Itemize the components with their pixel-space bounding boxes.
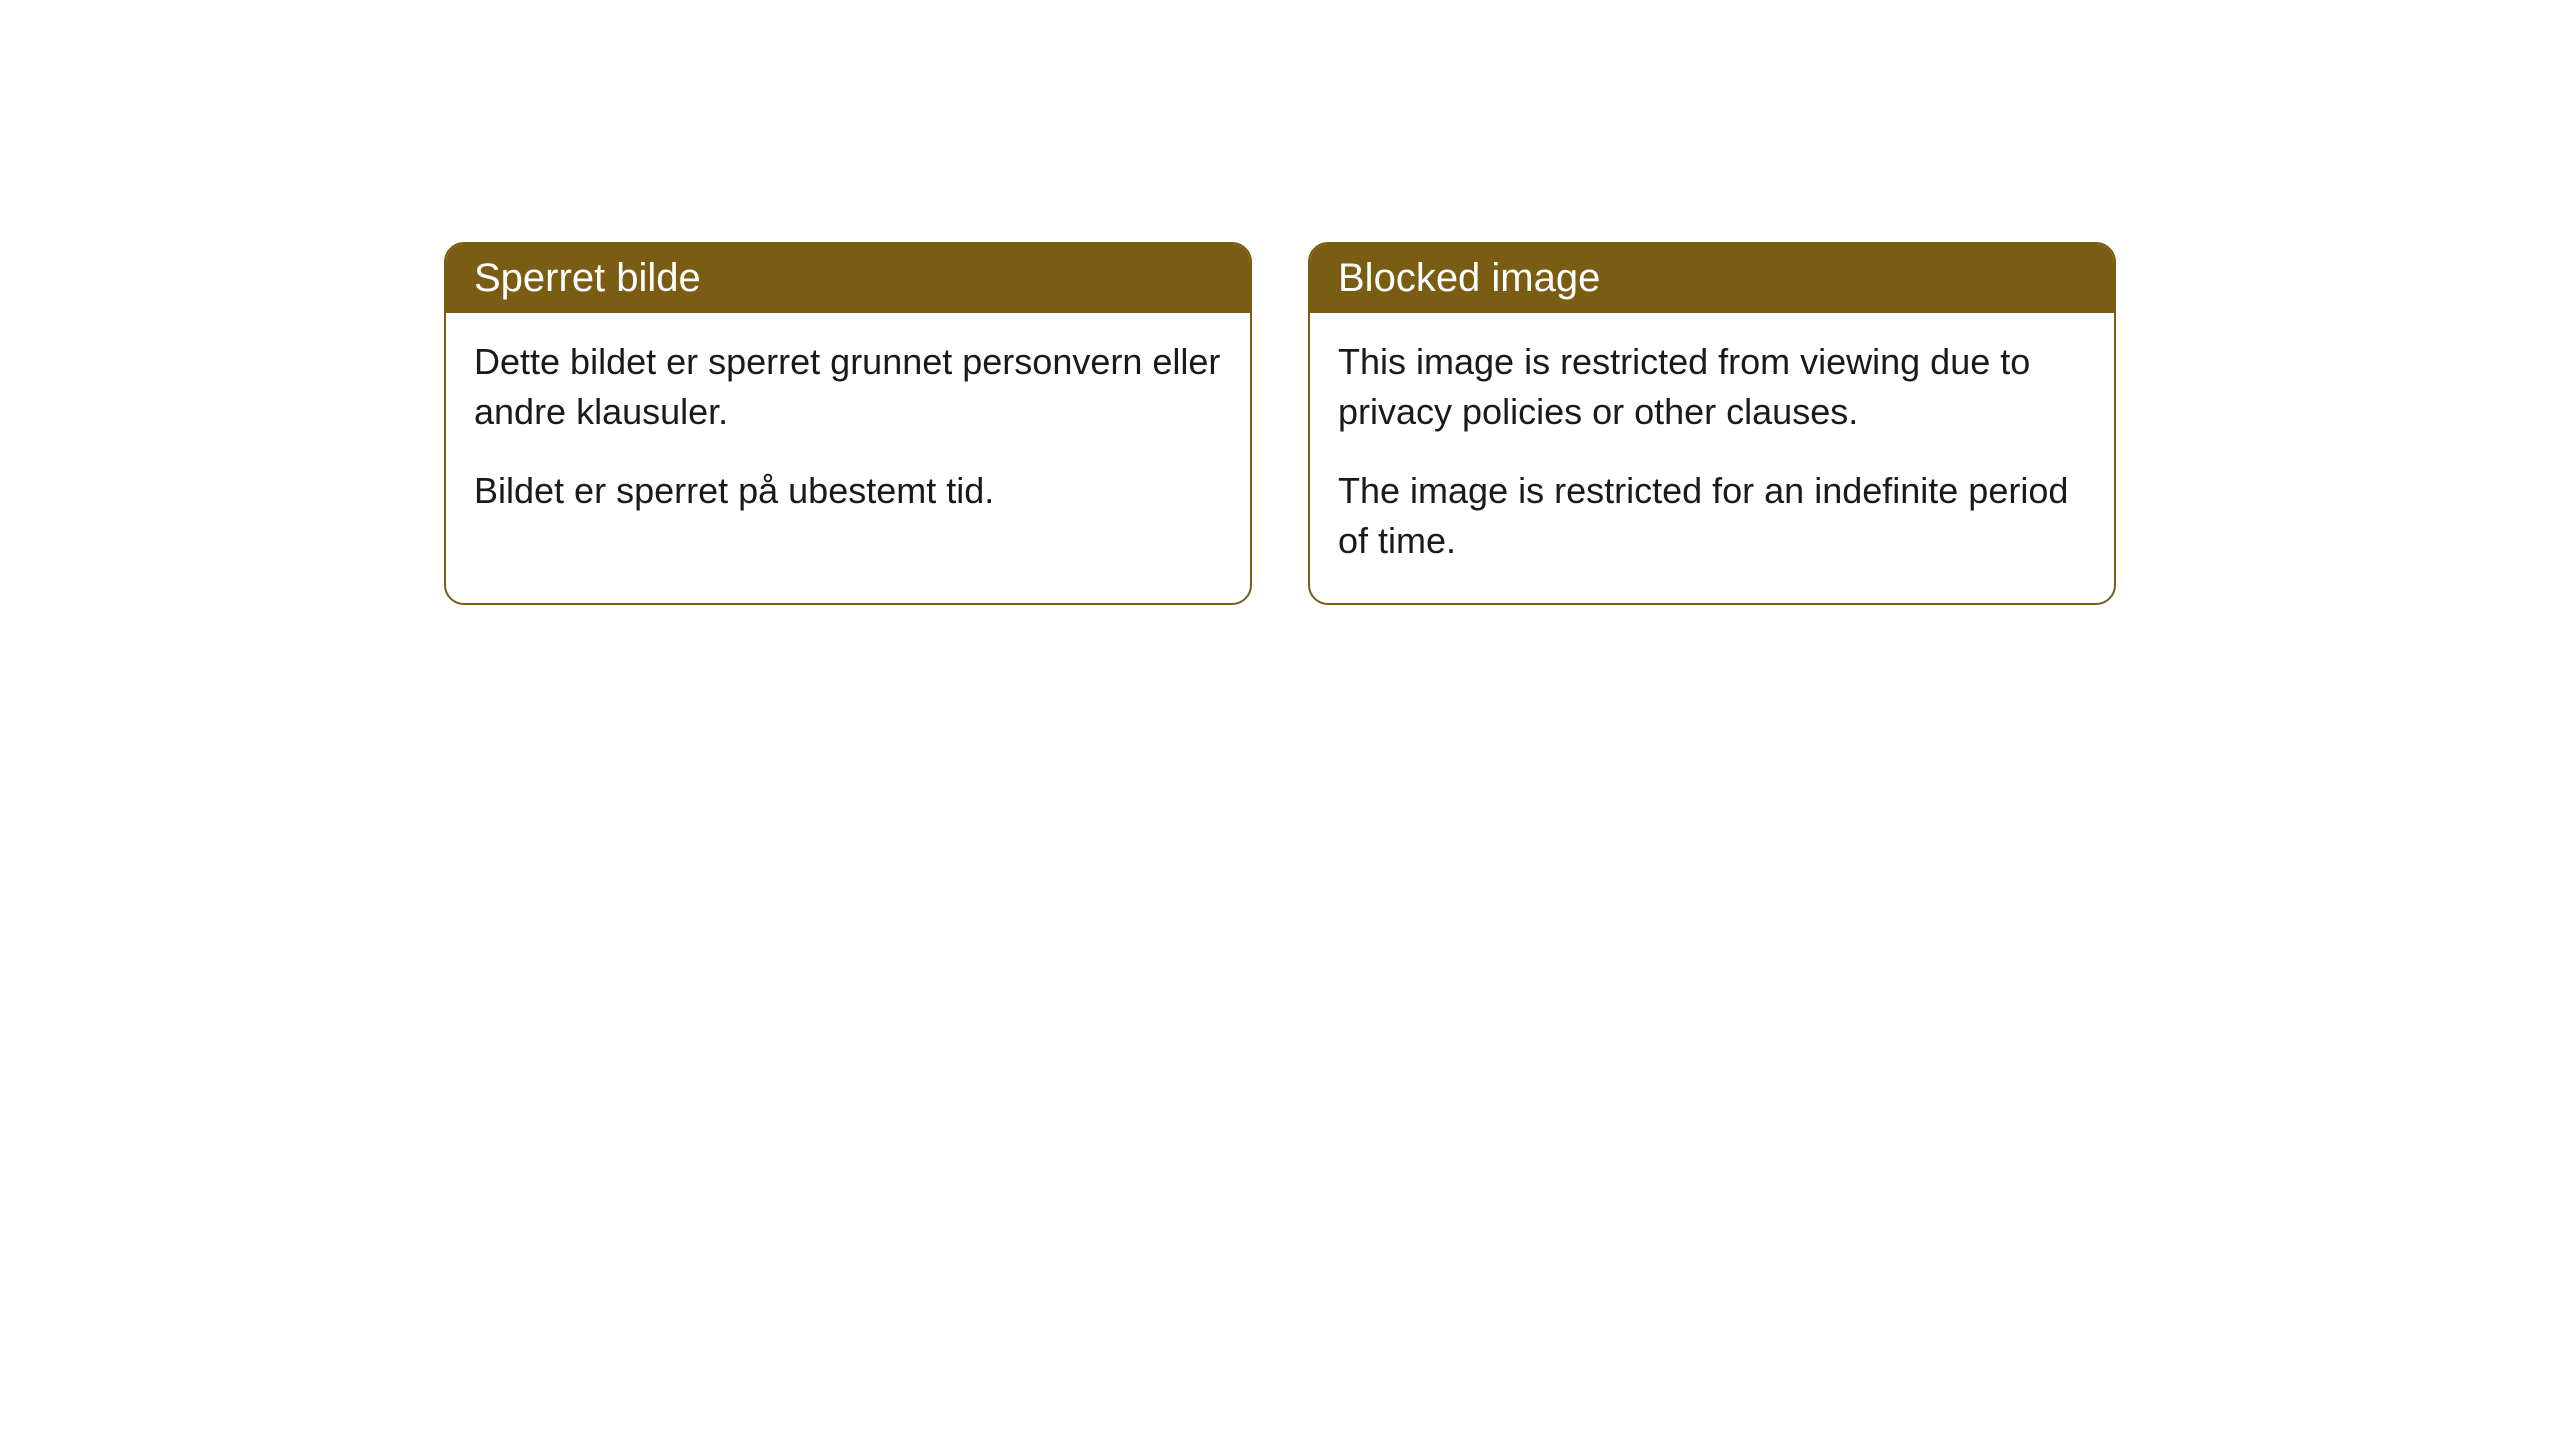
notice-body: This image is restricted from viewing du… — [1310, 313, 2114, 603]
notice-body: Dette bildet er sperret grunnet personve… — [446, 313, 1250, 552]
notice-paragraph: The image is restricted for an indefinit… — [1338, 466, 2086, 567]
notice-header: Blocked image — [1310, 244, 2114, 313]
notice-paragraph: This image is restricted from viewing du… — [1338, 337, 2086, 438]
notice-card-norwegian: Sperret bilde Dette bildet er sperret gr… — [444, 242, 1252, 605]
notice-paragraph: Bildet er sperret på ubestemt tid. — [474, 466, 1222, 516]
notice-card-english: Blocked image This image is restricted f… — [1308, 242, 2116, 605]
notice-paragraph: Dette bildet er sperret grunnet personve… — [474, 337, 1222, 438]
notice-header: Sperret bilde — [446, 244, 1250, 313]
notice-container: Sperret bilde Dette bildet er sperret gr… — [0, 242, 2560, 605]
